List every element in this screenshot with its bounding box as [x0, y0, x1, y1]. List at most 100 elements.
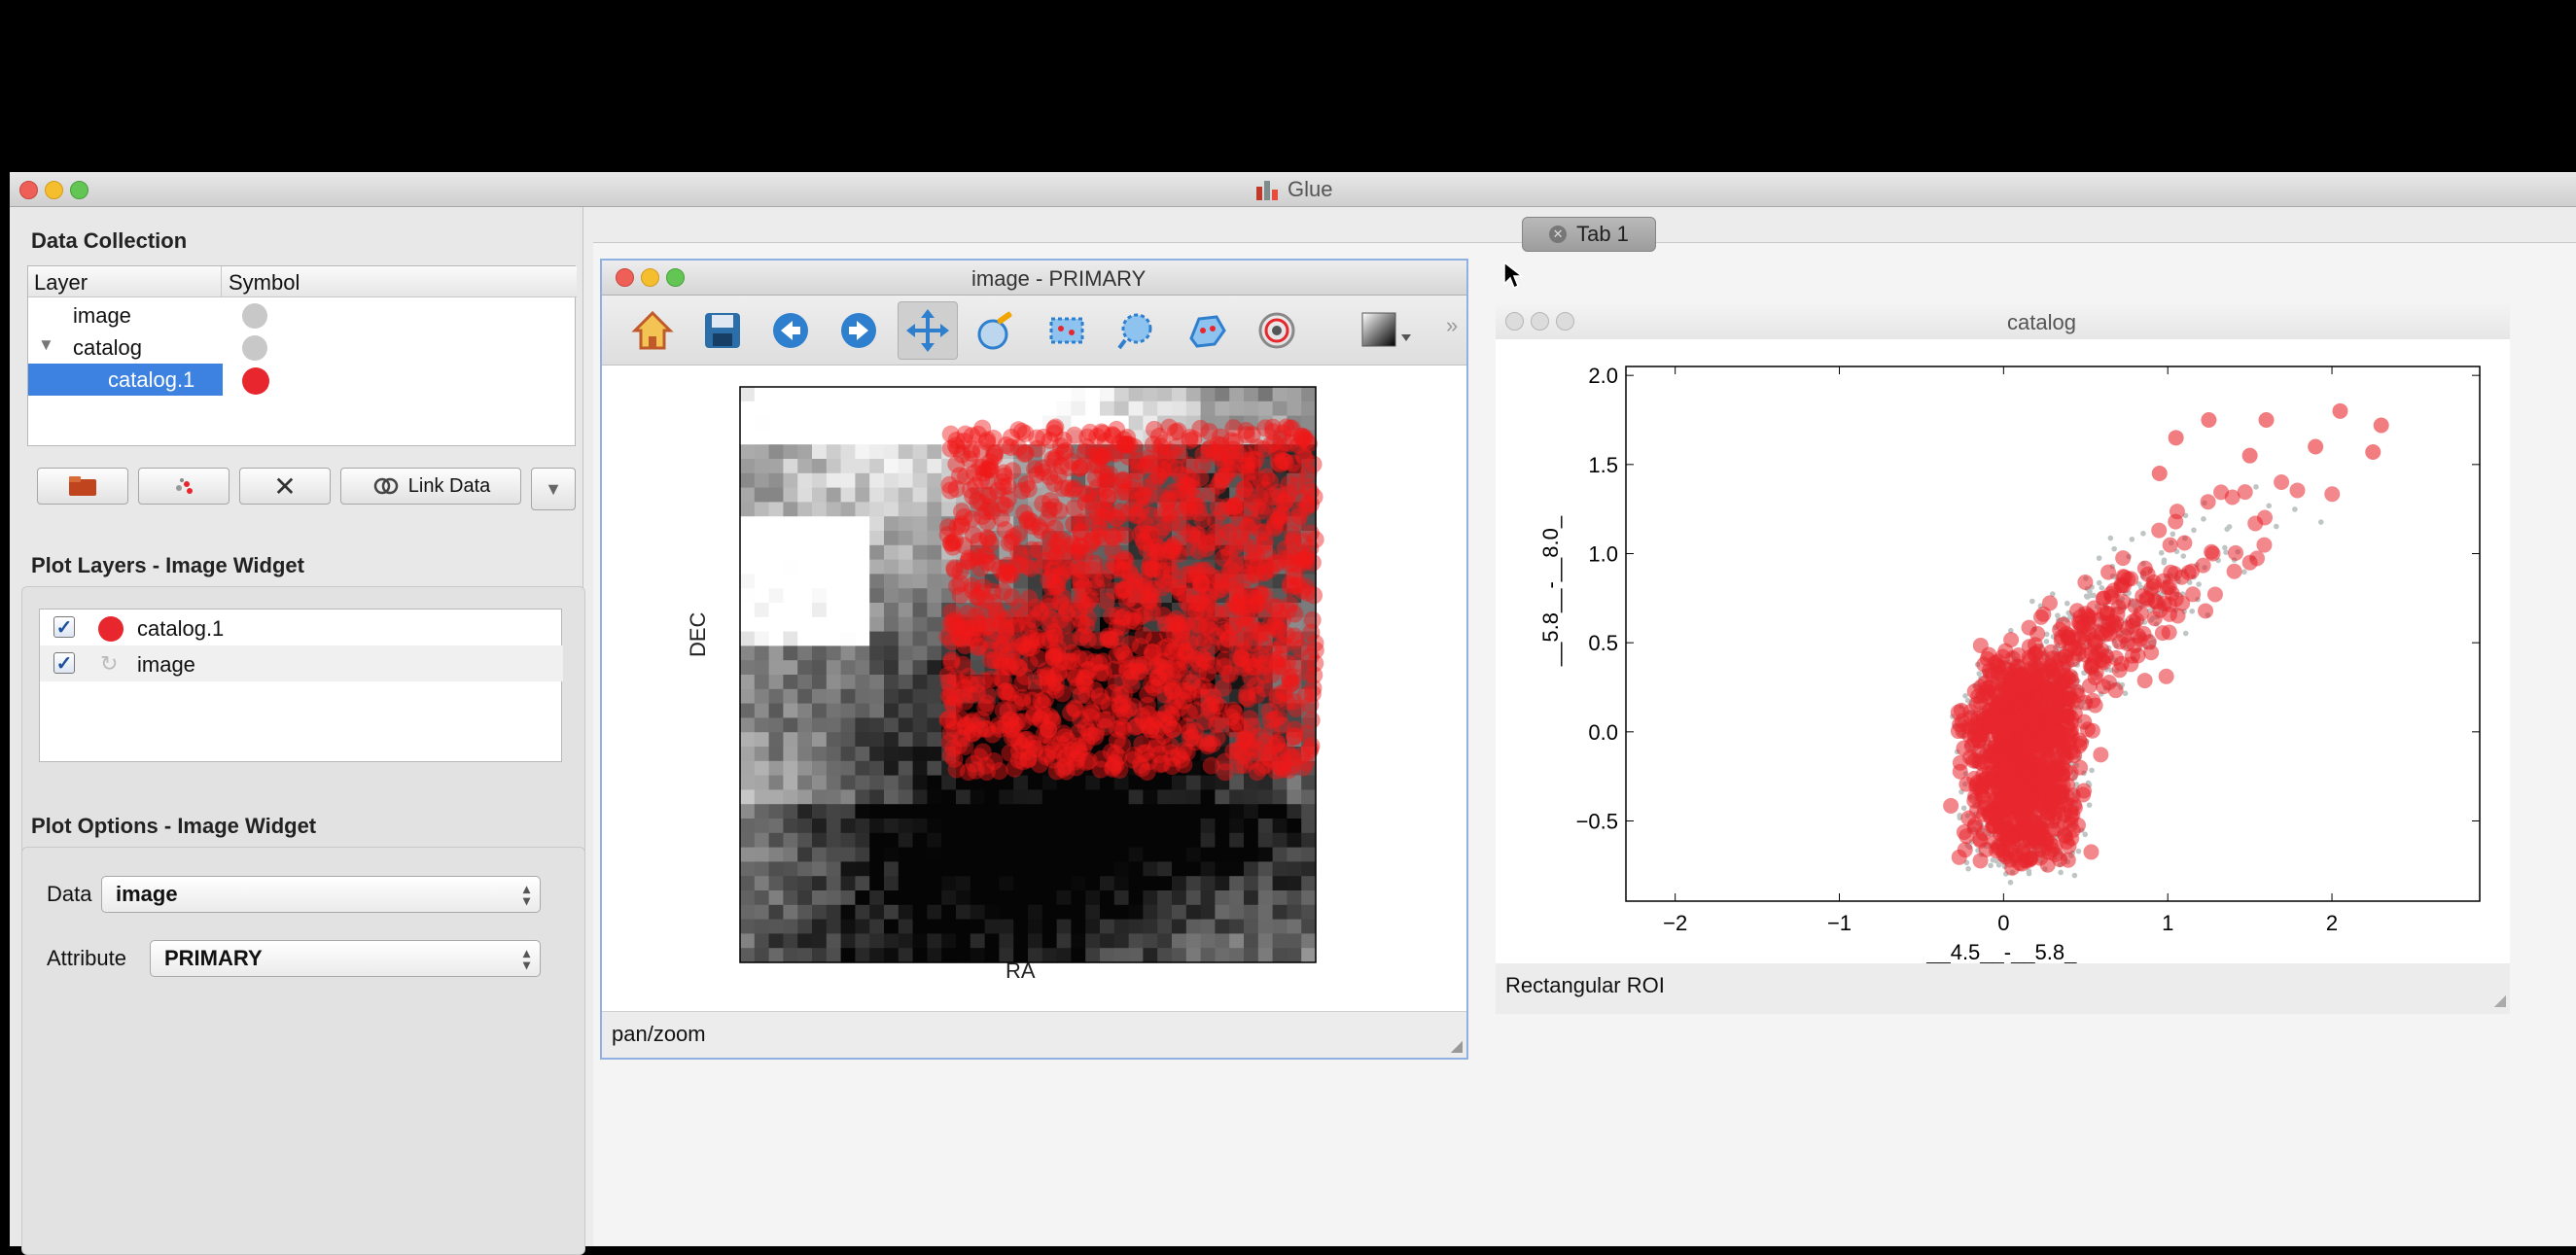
image-catalog-point: [1209, 570, 1226, 587]
red-point: [2228, 545, 2243, 561]
image-catalog-point: [1287, 721, 1304, 739]
grey-point: [2097, 555, 2102, 561]
image-catalog-point: [1173, 518, 1190, 536]
layer-checkbox[interactable]: ✓: [53, 616, 75, 638]
image-catalog-point: [1280, 602, 1297, 619]
symbol-dot[interactable]: [242, 335, 267, 361]
x-tick-label: 2: [2326, 911, 2338, 935]
grey-point: [2108, 536, 2114, 541]
image-catalog-point: [1246, 540, 1263, 557]
zoom-window-button[interactable]: [1556, 312, 1574, 331]
toolbar-overflow-icon[interactable]: »: [1446, 313, 1458, 338]
new-subset-button[interactable]: [138, 468, 229, 505]
forward-arrow-icon[interactable]: [837, 309, 880, 352]
red-point: [1960, 811, 1976, 826]
delete-button[interactable]: ✕: [239, 468, 331, 505]
image-catalog-point: [945, 720, 963, 738]
layer-item-image[interactable]: ✓ ↻ image: [40, 645, 563, 681]
grey-point: [2087, 802, 2093, 808]
layer-symbol-dot: [98, 616, 124, 642]
rectangle-select-icon[interactable]: [1045, 309, 1088, 352]
close-window-button[interactable]: [19, 181, 38, 199]
tree-row-catalog[interactable]: ▼ catalog: [28, 331, 577, 364]
red-point: [2308, 439, 2323, 455]
tab-close-icon[interactable]: ✕: [1549, 226, 1567, 243]
folder-icon: [68, 475, 97, 497]
image-catalog-point: [1072, 572, 1089, 589]
red-point: [2274, 474, 2289, 490]
symbol-dot[interactable]: [242, 303, 267, 329]
image-catalog-point: [1180, 682, 1197, 700]
grey-point: [2223, 549, 2229, 555]
tree-row-image[interactable]: image: [28, 299, 577, 331]
data-collection-tree[interactable]: Layer Symbol image ▼ catalog catalog.1: [27, 265, 576, 446]
close-window-button[interactable]: [616, 268, 634, 287]
red-point: [1956, 741, 1971, 756]
image-plot-svg[interactable]: [602, 366, 1466, 1011]
data-select[interactable]: image ▴▾: [101, 876, 541, 913]
image-catalog-point: [1046, 577, 1064, 595]
pan-icon[interactable]: [906, 309, 949, 352]
layer-item-catalog-1[interactable]: ✓ catalog.1: [40, 610, 563, 645]
minimize-window-button[interactable]: [641, 268, 659, 287]
image-catalog-point: [1216, 658, 1233, 676]
close-window-button[interactable]: [1505, 312, 1524, 331]
image-catalog-point: [1030, 541, 1047, 559]
attribute-select[interactable]: PRIMARY ▴▾: [150, 940, 541, 977]
link-data-button[interactable]: Link Data: [340, 468, 521, 505]
colormap-icon[interactable]: [1359, 309, 1417, 352]
save-icon[interactable]: [701, 309, 744, 352]
red-point: [1965, 753, 1981, 769]
image-catalog-point: [1028, 440, 1045, 458]
red-point: [1981, 805, 1996, 820]
red-point: [1968, 719, 1984, 735]
image-catalog-point: [1045, 452, 1063, 470]
red-point: [2207, 586, 2223, 602]
image-catalog-point: [1020, 589, 1038, 607]
image-canvas[interactable]: RA DEC: [602, 366, 1466, 1011]
home-icon[interactable]: [631, 309, 674, 352]
minimize-window-button[interactable]: [1531, 312, 1549, 331]
image-catalog-point: [1076, 485, 1094, 503]
image-catalog-point: [1238, 458, 1255, 475]
catalog-status-bar: Rectangular ROI ◢: [1496, 963, 2510, 1014]
image-catalog-point: [1290, 549, 1308, 567]
resize-grip-icon[interactable]: ◢: [2494, 991, 2506, 1010]
red-point: [2157, 596, 2172, 611]
image-catalog-point: [1194, 445, 1212, 463]
contrast-icon[interactable]: [975, 309, 1018, 352]
symbol-dot[interactable]: [242, 367, 269, 395]
image-catalog-point: [1187, 702, 1205, 719]
grey-point: [2029, 599, 2035, 605]
plot-layers-list[interactable]: ✓ catalog.1 ✓ ↻ image: [39, 609, 562, 762]
expand-triangle-icon[interactable]: ▼: [38, 335, 54, 355]
image-catalog-point: [1205, 688, 1222, 706]
red-point: [2151, 523, 2167, 539]
image-catalog-point: [1034, 558, 1051, 575]
resize-grip-icon[interactable]: ◢: [1451, 1036, 1463, 1056]
x-tick-label: 1: [2162, 911, 2173, 935]
back-arrow-icon[interactable]: [769, 309, 812, 352]
tab-1[interactable]: ✕ Tab 1: [1522, 217, 1656, 252]
circle-select-icon[interactable]: [1115, 309, 1158, 352]
layer-checkbox[interactable]: ✓: [53, 652, 75, 674]
new-data-button[interactable]: [37, 468, 128, 505]
image-catalog-point: [999, 562, 1016, 579]
tab-label: Tab 1: [1576, 222, 1629, 247]
red-point: [2163, 538, 2178, 553]
contour-icon[interactable]: [1255, 309, 1298, 352]
more-options-dropdown[interactable]: ▼: [531, 468, 576, 510]
image-window-titlebar: image - PRIMARY: [602, 261, 1466, 296]
polygon-select-icon[interactable]: [1185, 309, 1228, 352]
image-catalog-point: [1217, 763, 1234, 781]
grey-point: [2044, 639, 2050, 645]
tree-row-catalog-1[interactable]: catalog.1: [28, 364, 577, 396]
grey-point: [2189, 609, 2195, 614]
image-catalog-point: [1259, 557, 1277, 575]
zoom-window-button[interactable]: [70, 181, 88, 199]
minimize-window-button[interactable]: [45, 181, 63, 199]
symbol-column-header: Symbol: [229, 270, 300, 296]
zoom-window-button[interactable]: [666, 268, 685, 287]
